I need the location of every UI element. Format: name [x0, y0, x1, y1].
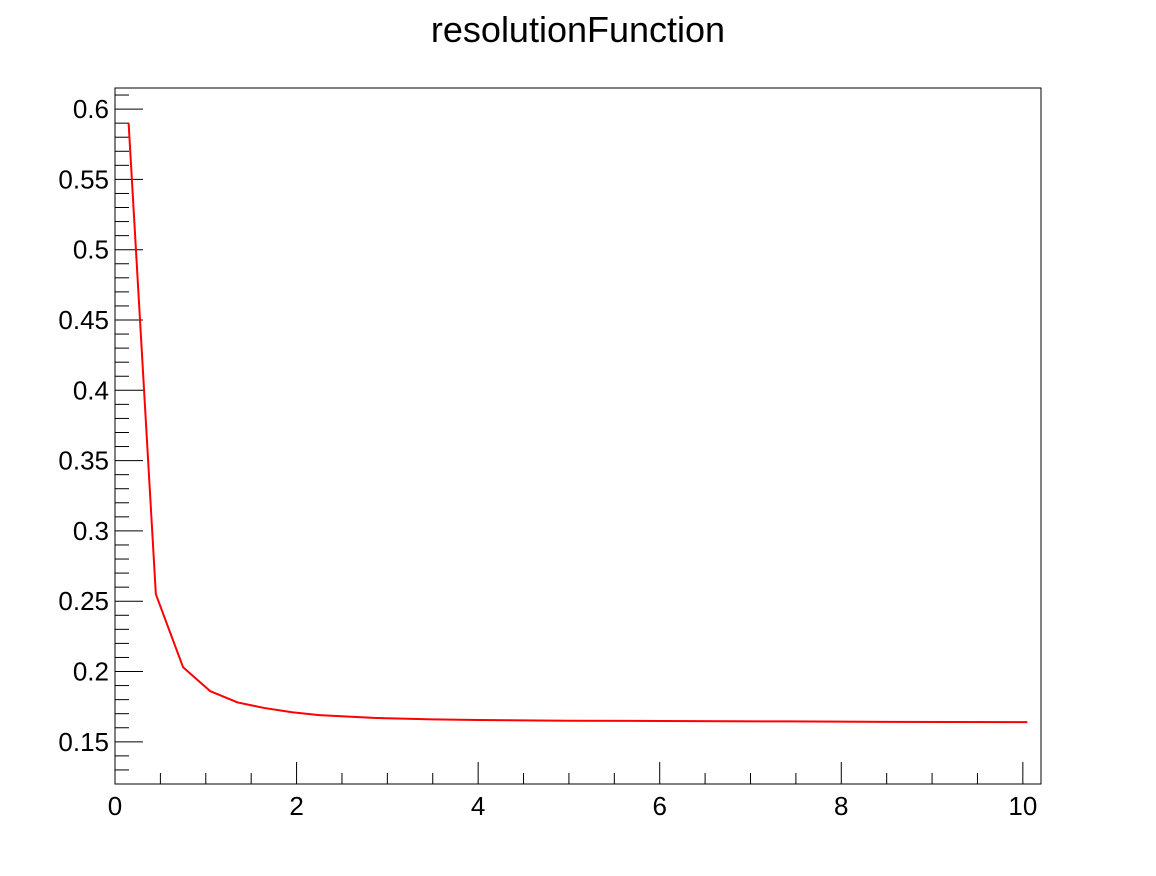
- chart-title: resolutionFunction: [431, 9, 725, 50]
- y-tick-label: 0.35: [58, 446, 109, 476]
- y-axis: 0.15 0.2 0.25 0.3 0.35 0.4 0.45 0.5 0.55 0.6: [58, 94, 143, 757]
- y-tick-label: 0.5: [73, 235, 109, 265]
- x-tick-label: 10: [1008, 791, 1037, 821]
- y-tick-label: 0.55: [58, 164, 109, 194]
- y-tick-label: 0.4: [73, 375, 109, 405]
- minor-ticks: [115, 94, 978, 785]
- x-tick-label: 6: [652, 791, 666, 821]
- y-tick-label: 0.45: [58, 305, 109, 335]
- x-tick-label: 4: [471, 791, 485, 821]
- x-tick-label: 0: [108, 791, 122, 821]
- y-tick-label: 0.6: [73, 94, 109, 124]
- y-tick-label: 0.15: [58, 727, 109, 757]
- x-tick-label: 8: [834, 791, 848, 821]
- y-tick-label: 0.2: [73, 657, 109, 687]
- x-tick-label: 2: [289, 791, 303, 821]
- plot-frame: [114, 87, 1042, 785]
- series-line-0: [127, 123, 1028, 724]
- x-axis: 0 2 4 6 8 10: [108, 762, 1037, 821]
- y-tick-label: 0.3: [73, 516, 109, 546]
- series-layer: [127, 123, 1028, 724]
- y-tick-label: 0.25: [58, 586, 109, 616]
